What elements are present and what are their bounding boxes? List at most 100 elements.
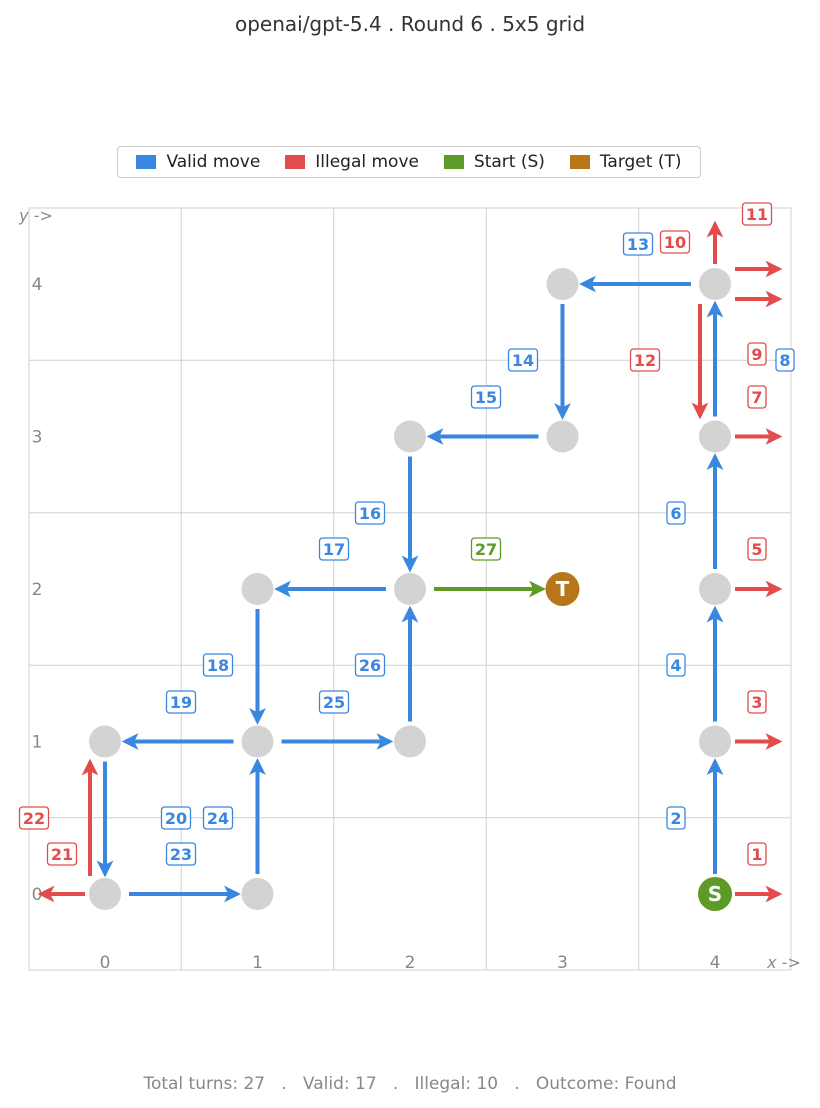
x-tick-label: 2: [405, 953, 416, 973]
y-tick-label: 1: [32, 733, 43, 753]
turn-badge: [318, 690, 350, 714]
visited-node: [546, 420, 579, 453]
turn-badge-label: 15: [475, 388, 497, 407]
turn-badge-label: 1: [751, 845, 762, 864]
turn-badge: [507, 348, 539, 372]
turn-badge-label: 10: [664, 233, 686, 252]
target-node: [545, 572, 580, 606]
turn-badge-label: 21: [51, 845, 73, 864]
legend-label-target: Target (T): [599, 152, 682, 172]
visited-node: [699, 573, 731, 605]
y-tick-label: 2: [32, 580, 43, 600]
turn-badge: [659, 230, 691, 254]
turn-badge: [747, 385, 767, 409]
turn-badge-label: 22: [23, 809, 45, 828]
turn-badge-label: 16: [359, 504, 381, 523]
turn-badge-label: 13: [627, 235, 649, 254]
start-node-label: S: [708, 882, 722, 906]
legend-label-illegal: Illegal move: [315, 152, 419, 172]
turn-badge: [470, 385, 502, 409]
legend-swatch-valid: [136, 155, 157, 169]
turn-badge-label: 8: [779, 351, 790, 370]
legend-label-valid: Valid move: [166, 152, 261, 172]
turn-badge: [741, 202, 773, 226]
visited-node: [89, 725, 121, 758]
turn-badge: [629, 348, 661, 372]
turn-badge: [747, 842, 767, 866]
y-tick-label: 3: [32, 428, 43, 448]
turn-badge-label: 26: [359, 656, 381, 675]
legend-swatch-start: [443, 155, 464, 169]
turn-badge: [165, 690, 197, 714]
y-tick-label: 4: [32, 275, 43, 295]
legend-swatch-target: [569, 155, 590, 169]
plot-frame: [28, 207, 792, 971]
visited-node: [241, 573, 274, 605]
legend-swatch-illegal: [285, 155, 306, 169]
turn-badge-label: 2: [670, 809, 681, 828]
turn-badge: [747, 342, 767, 366]
turn-badge: [18, 806, 50, 830]
visited-node: [699, 725, 731, 758]
legend-item-valid: Valid move: [136, 152, 260, 172]
start-node: [698, 877, 732, 911]
turn-badge: [747, 690, 767, 714]
turn-badge-label: 12: [634, 351, 656, 370]
x-tick-label: 1: [252, 953, 263, 973]
visited-node: [699, 268, 731, 300]
x-tick-label: 4: [710, 953, 721, 973]
chart-title: openai/gpt-5.4 . Round 6 . 5x5 grid: [234, 12, 586, 36]
turn-badge-label: 23: [170, 845, 192, 864]
turn-badge-label: 5: [751, 540, 762, 559]
visited-node: [546, 268, 579, 300]
turn-badge: [470, 537, 502, 561]
turn-badge-label: 11: [746, 205, 768, 224]
turn-badge-label: 27: [475, 540, 497, 559]
legend-item-illegal: Illegal move: [285, 152, 419, 172]
turn-badge-label: 24: [207, 809, 229, 828]
turn-badge: [775, 348, 795, 372]
turn-badge-label: 14: [512, 351, 534, 370]
visited-node: [394, 420, 426, 453]
legend: Valid move Illegal move Start (S) Target…: [117, 146, 701, 178]
turn-badge: [354, 501, 386, 525]
turn-badge: [666, 501, 686, 525]
turn-badge-label: 25: [323, 693, 345, 712]
y-tick-label: 0: [32, 885, 43, 905]
turn-badge-label: 4: [670, 656, 681, 675]
visited-node: [699, 420, 731, 453]
turn-badge-label: 9: [751, 345, 762, 364]
turn-badge-label: 18: [207, 656, 229, 675]
turn-badge-label: 6: [670, 504, 681, 523]
turn-badge-label: 17: [323, 540, 345, 559]
turn-badge: [160, 806, 192, 830]
visited-node: [241, 725, 274, 758]
turn-badge-label: 3: [751, 693, 762, 712]
legend-item-start: Start (S): [443, 152, 545, 172]
visited-node: [241, 878, 274, 910]
visited-node: [394, 725, 426, 758]
turn-badge-label: 19: [170, 693, 192, 712]
turn-badge: [666, 806, 686, 830]
legend-label-start: Start (S): [473, 152, 545, 172]
turn-badge: [747, 537, 767, 561]
visited-node: [394, 573, 426, 605]
legend-item-target: Target (T): [569, 152, 682, 172]
turn-badge: [202, 653, 234, 677]
turn-badge-label: 20: [165, 809, 187, 828]
x-tick-label: 0: [100, 953, 111, 973]
turn-badge: [46, 842, 78, 866]
turn-badge: [165, 842, 197, 866]
turn-badge-label: 7: [751, 388, 762, 407]
visited-node: [89, 878, 121, 910]
turn-badge: [622, 232, 654, 256]
turn-badge: [666, 653, 686, 677]
target-node-label: T: [556, 577, 570, 601]
x-axis-direction: x ->: [766, 953, 801, 972]
turn-badge: [202, 806, 234, 830]
summary-footer: Total turns: 27 . Valid: 17 . Illegal: 1…: [143, 1074, 677, 1094]
turn-badge: [354, 653, 386, 677]
y-axis-direction: y ->: [18, 206, 53, 225]
turn-badge: [318, 537, 350, 561]
